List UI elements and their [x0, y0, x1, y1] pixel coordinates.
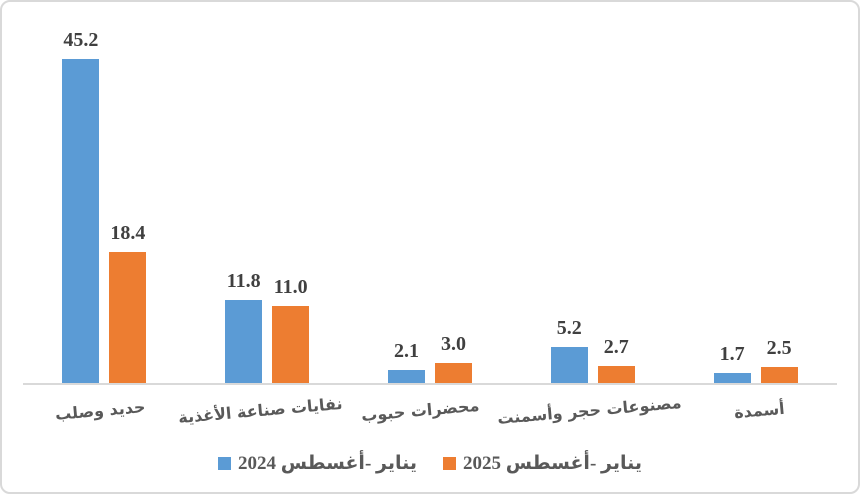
category-label-4: أسمدة [682, 389, 837, 441]
bar-group-2: 2.1 3.0 [349, 2, 512, 385]
category-label-3: مصنوعات حجر وأسمنت [496, 389, 683, 441]
bar-series0-cat4: 1.7 [713, 344, 751, 385]
bar-groups: 45.2 18.4 11.8 11.0 2.1 3.0 5.2 2.7 1.7 2.5 [23, 2, 837, 385]
category-label-text: محضرات حبوب [360, 395, 480, 426]
legend-item-1: يناير -أغسطس 2025 [443, 452, 642, 475]
legend-item-0: يناير -أغسطس 2024 [218, 452, 417, 475]
chart-legend: يناير -أغسطس 2024 يناير -أغسطس 2025 [2, 452, 858, 475]
category-label-1: نفايات صناعة الأغذية [177, 389, 344, 441]
data-label: 11.0 [273, 276, 308, 298]
bar-series0-cat1: 11.8 [225, 271, 263, 385]
category-label-text: حديد وصلب [54, 397, 147, 424]
category-axis-labels: حديد وصلب نفايات صناعة الأغذية محضرات حبوب… [23, 389, 837, 441]
data-label: 2.1 [393, 340, 419, 362]
data-label: 2.5 [766, 337, 792, 359]
data-label: 18.4 [110, 222, 146, 244]
bar-series1-cat2: 3.0 [434, 334, 472, 385]
category-label-2: محضرات حبوب [343, 389, 498, 441]
category-label-0: حديد وصلب [23, 389, 178, 441]
data-label: 3.0 [440, 333, 466, 355]
plot-area: 45.2 18.4 11.8 11.0 2.1 3.0 5.2 2.7 1.7 2.5 [23, 2, 837, 385]
bar-series1-cat1: 11.0 [272, 277, 310, 385]
legend-swatch-icon [218, 457, 231, 470]
bar-group-0: 45.2 18.4 [23, 2, 186, 385]
legend-swatch-icon [443, 457, 456, 470]
data-label: 5.2 [556, 317, 582, 339]
bar-series1-cat0: 18.4 [109, 223, 147, 385]
bar-series1-cat3: 2.7 [597, 337, 635, 385]
bar-series0-cat3: 5.2 [550, 318, 588, 385]
bar-series0-cat2: 2.1 [387, 341, 425, 385]
data-label: 11.8 [226, 270, 261, 292]
bar-group-4: 1.7 2.5 [674, 2, 837, 385]
bar-group-3: 5.2 2.7 [511, 2, 674, 385]
data-label: 2.7 [603, 336, 629, 358]
bar-series1-cat4: 2.5 [760, 338, 798, 385]
data-label: 1.7 [719, 343, 745, 365]
x-axis-line [23, 383, 837, 385]
data-label: 45.2 [63, 29, 99, 51]
category-label-text: أسمدة [733, 398, 786, 423]
category-label-text: مصنوعات حجر وأسمنت [496, 392, 683, 429]
legend-label: يناير -أغسطس 2025 [463, 453, 642, 474]
bar-series0-cat0: 45.2 [62, 30, 100, 385]
category-label-text: نفايات صناعة الأغذية [177, 393, 344, 428]
legend-label: يناير -أغسطس 2024 [238, 453, 417, 474]
bar-group-1: 11.8 11.0 [186, 2, 349, 385]
